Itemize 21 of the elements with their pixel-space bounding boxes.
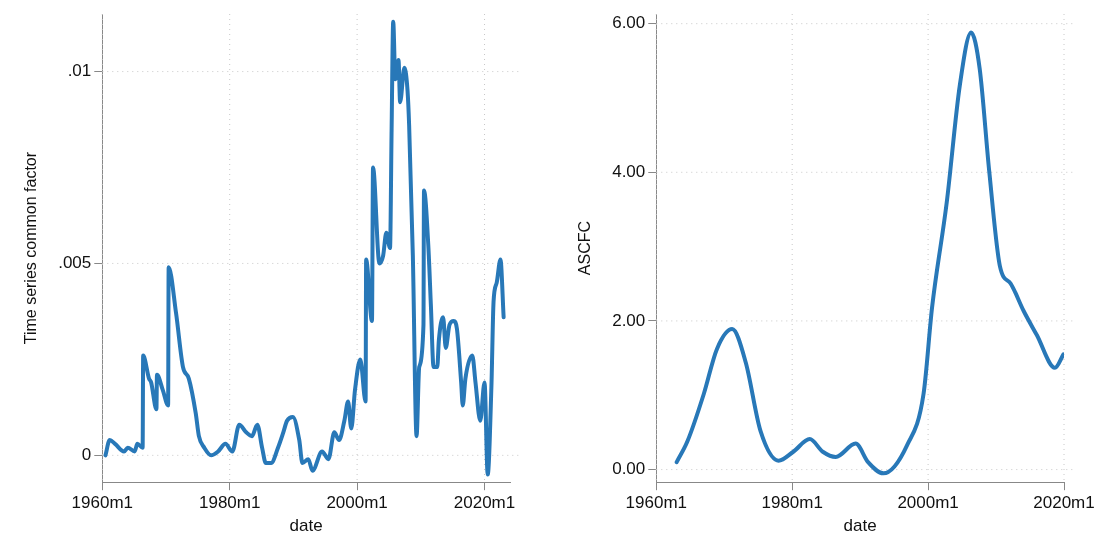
x-tick-label: 2000m1 — [897, 493, 959, 513]
line-series — [103, 19, 506, 477]
x-axis-title: date — [289, 516, 323, 536]
y-axis-title: Time series common factor — [22, 151, 40, 345]
y-tick-label: 0.00 — [612, 459, 646, 479]
x-tick-label: 2000m1 — [326, 493, 388, 513]
x-tick-label: 1980m1 — [198, 493, 261, 513]
line-series — [674, 30, 1064, 476]
y-tick-label: .005 — [58, 253, 92, 273]
x-tick-label: 1980m1 — [761, 493, 823, 513]
y-tick-label: .01 — [67, 61, 92, 81]
y-tick-label: 2.00 — [612, 310, 646, 330]
x-tick-label: 1960m1 — [71, 493, 134, 513]
x-tick-label: 2020m1 — [453, 493, 516, 513]
x-axis-title: date — [843, 516, 877, 536]
y-tick-label: 4.00 — [612, 161, 646, 181]
x-tick-label: 2020m1 — [1033, 493, 1095, 513]
y-axis-title: ASCFC — [576, 220, 594, 276]
y-tick-label: 0 — [81, 445, 92, 465]
x-tick-label: 1960m1 — [625, 493, 688, 513]
y-tick-label: 6.00 — [612, 13, 646, 33]
